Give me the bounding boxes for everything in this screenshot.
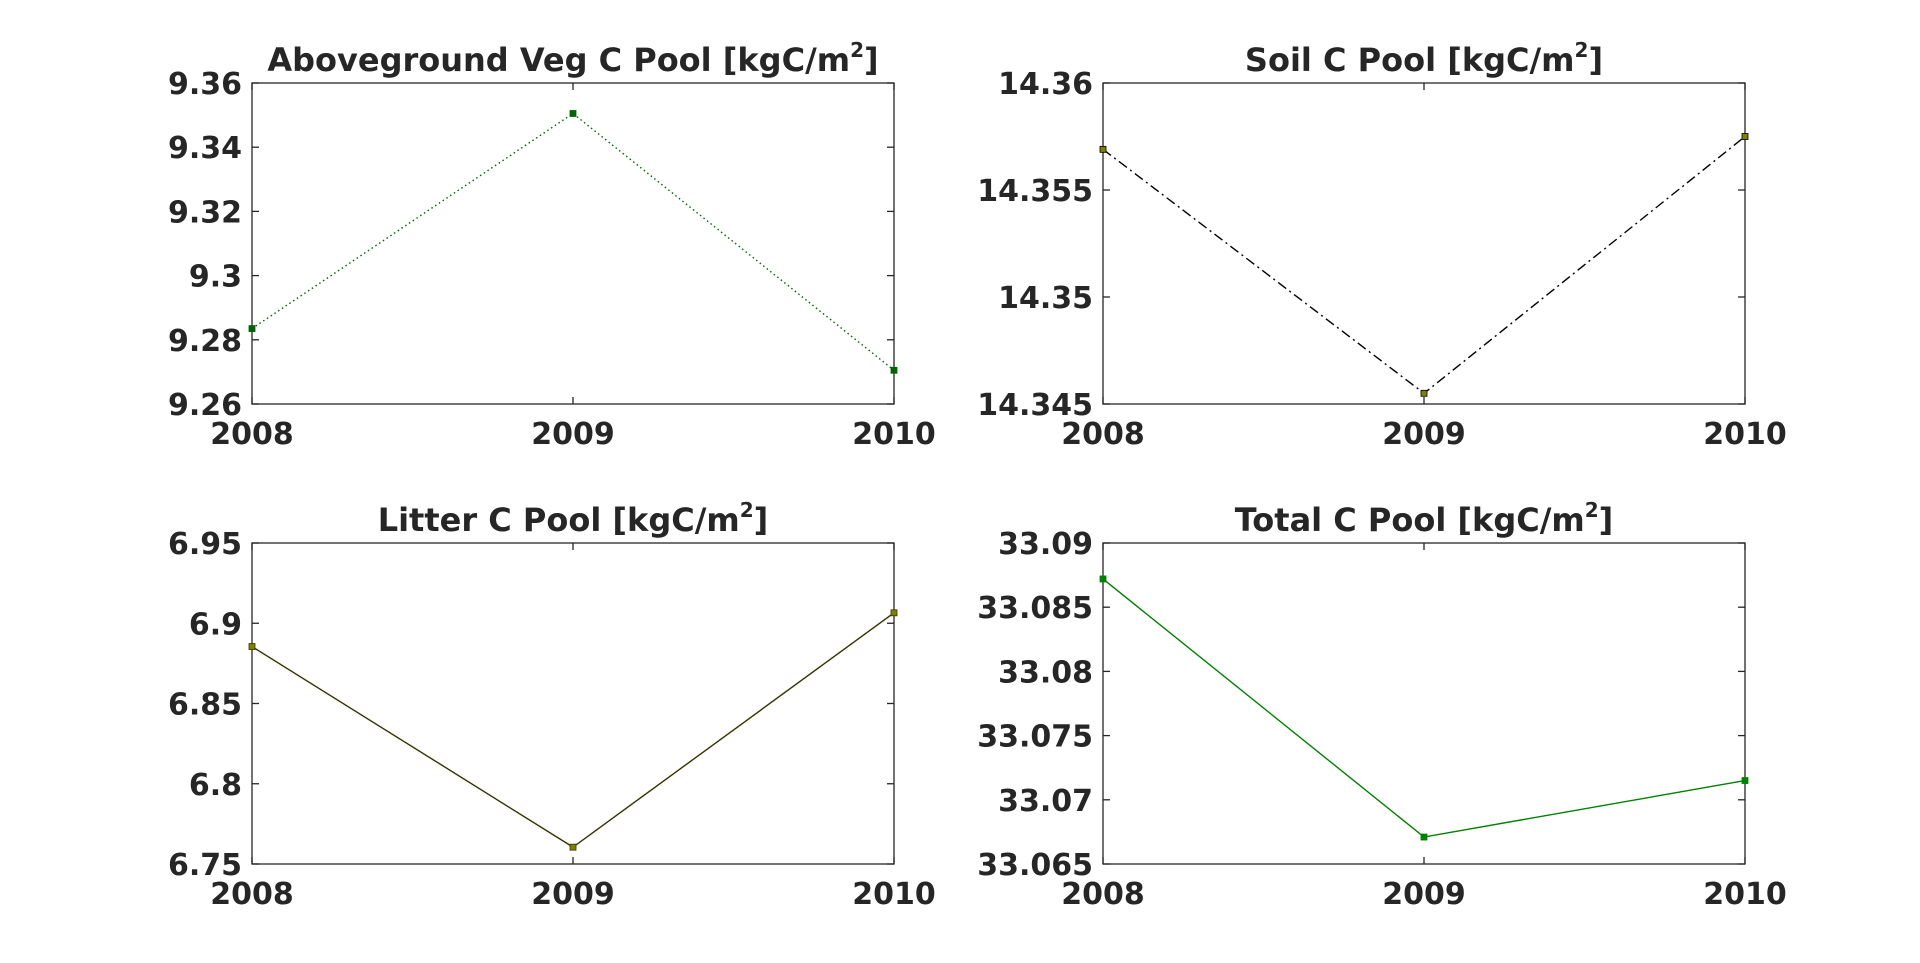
y-tick-label: 6.85 xyxy=(168,688,242,723)
y-tick-label: 33.075 xyxy=(977,720,1093,755)
data-point xyxy=(569,110,577,117)
chart-title-main: Total C Pool [kgC/m xyxy=(1235,501,1585,539)
subplot-4: Total C Pool [kgC/m2] 33.065 33.07 33.075 33… xyxy=(977,498,1787,912)
chart-title-superscript: 2 xyxy=(1585,498,1599,522)
chart-title-main: Aboveground Veg C Pool [kgC/m xyxy=(267,41,850,79)
y-tick-label: 14.35 xyxy=(998,281,1093,316)
x-tick-label: 2009 xyxy=(1382,417,1466,452)
y-tick-label: 33.065 xyxy=(977,848,1093,883)
chart-title: Aboveground Veg C Pool [kgC/m2] xyxy=(267,38,878,79)
y-tick-label: 6.8 xyxy=(189,768,242,803)
x-tick-label: 2009 xyxy=(531,877,615,912)
y-tick-label: 6.75 xyxy=(168,848,242,883)
data-point xyxy=(248,643,256,650)
x-tick-label: 2008 xyxy=(210,417,294,452)
chart-title-main: Litter C Pool [kgC/m xyxy=(378,501,740,539)
x-tick-label: 2010 xyxy=(852,417,936,452)
x-tick-label: 2008 xyxy=(210,877,294,912)
y-tick-label: 33.09 xyxy=(998,527,1093,562)
data-point xyxy=(890,366,898,374)
axes-box xyxy=(1102,82,1746,405)
x-tick-label: 2008 xyxy=(1061,877,1145,912)
chart-title-superscript: 2 xyxy=(850,38,864,62)
chart-title: Litter C Pool [kgC/m2] xyxy=(378,498,769,539)
data-point xyxy=(569,843,577,851)
x-tick-label: 2008 xyxy=(1061,417,1145,452)
y-tick-label: 9.34 xyxy=(168,131,242,166)
subplot-1: Aboveground Veg C Pool [kgC/m2] 9.26 9.28 9… xyxy=(168,38,936,452)
chart-title: Soil C Pool [kgC/m2] xyxy=(1245,38,1603,79)
y-tick-label: 9.28 xyxy=(168,324,242,359)
y-tick-label: 14.345 xyxy=(977,388,1093,423)
y-tick-label: 14.355 xyxy=(977,174,1093,209)
x-tick-label: 2010 xyxy=(1703,877,1787,912)
chart-title-superscript: 2 xyxy=(740,498,754,522)
x-tick-label: 2009 xyxy=(531,417,615,452)
axes-box xyxy=(251,82,895,405)
chart-title-suffix: ] xyxy=(864,41,879,79)
data-point xyxy=(1420,833,1428,841)
y-tick-label: 6.9 xyxy=(189,607,242,642)
x-tick-label: 2010 xyxy=(852,877,936,912)
y-tick-label: 9.36 xyxy=(168,67,242,102)
data-point xyxy=(248,325,256,332)
y-tick-label: 9.3 xyxy=(189,260,242,295)
chart-title-suffix: ] xyxy=(1599,501,1614,539)
subplot-2: Soil C Pool [kgC/m2] 14.345 14.35 14.355 14.… xyxy=(977,38,1787,452)
y-tick-label: 9.32 xyxy=(168,195,242,230)
y-tick-label: 33.08 xyxy=(998,655,1093,690)
data-point xyxy=(1099,145,1107,153)
y-tick-label: 33.085 xyxy=(977,591,1093,626)
y-tick-label: 6.95 xyxy=(168,527,242,562)
chart-title: Total C Pool [kgC/m2] xyxy=(1235,498,1614,539)
chart-title-superscript: 2 xyxy=(1575,38,1589,62)
y-tick-label: 14.36 xyxy=(998,67,1093,102)
y-tick-label: 9.26 xyxy=(168,388,242,423)
x-tick-label: 2009 xyxy=(1382,877,1466,912)
data-point xyxy=(1741,133,1749,140)
data-point xyxy=(1741,777,1749,784)
y-tick-label: 33.07 xyxy=(998,784,1093,819)
axes-box xyxy=(1102,542,1746,865)
data-point xyxy=(1099,575,1107,583)
subplot-3: Litter C Pool [kgC/m2] 6.75 6.8 6.85 6.9 6.95… xyxy=(168,498,936,912)
chart-title-main: Soil C Pool [kgC/m xyxy=(1245,41,1575,79)
data-point xyxy=(1420,389,1428,397)
chart-title-suffix: ] xyxy=(754,501,769,539)
data-point xyxy=(890,609,898,617)
x-tick-label: 2010 xyxy=(1703,417,1787,452)
chart-title-suffix: ] xyxy=(1588,41,1603,79)
axes-box xyxy=(251,542,895,865)
